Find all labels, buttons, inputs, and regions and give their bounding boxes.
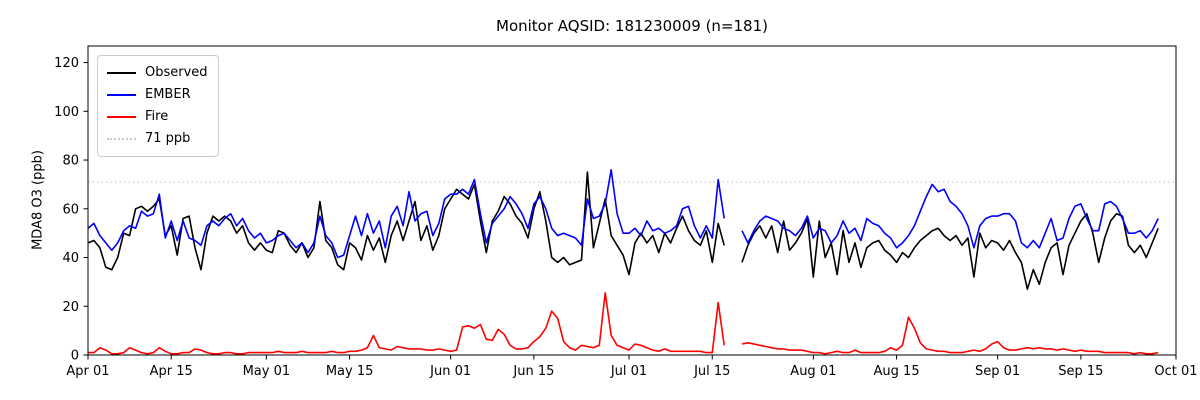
series-fire	[88, 292, 725, 355]
series-fire	[741, 316, 1159, 355]
y-tick-label: 0	[71, 349, 79, 364]
y-tick-label: 120	[54, 56, 79, 71]
ember-line-swatch	[107, 94, 136, 96]
x-tick-label: Jun 15	[512, 364, 554, 379]
x-tick-label: Oct 01	[1154, 364, 1197, 379]
x-tick-label: Aug 01	[790, 364, 836, 379]
x-tick-label: Jul 01	[610, 364, 647, 379]
legend-label-fire: Fire	[145, 109, 169, 124]
y-tick-label: 40	[62, 251, 79, 266]
y-axis-label: MDA8 O3 (ppb)	[30, 150, 46, 250]
legend: Observed EMBER Fire 71 ppb	[97, 55, 219, 157]
legend-item-fire: Fire	[107, 106, 208, 128]
legend-label-threshold: 71 ppb	[145, 131, 191, 146]
x-tick-label: Sep 01	[975, 364, 1020, 379]
legend-item-threshold: 71 ppb	[107, 128, 208, 150]
y-tick-label: 20	[62, 300, 79, 315]
y-tick-label: 100	[54, 105, 79, 120]
legend-item-ember: EMBER	[107, 84, 208, 106]
chart-title: Monitor AQSID: 181230009 (n=181)	[496, 17, 768, 35]
series-observed	[741, 212, 1159, 291]
axes-frame	[87, 45, 1177, 356]
x-tick-label: Jul 15	[693, 364, 730, 379]
y-tick-label: 60	[62, 202, 79, 217]
x-tick-label: Apr 01	[66, 364, 109, 379]
y-tick-label: 80	[62, 154, 79, 169]
x-tick-label: Sep 15	[1058, 364, 1103, 379]
x-tick-label: May 15	[326, 364, 374, 379]
x-tick-label: Jun 01	[429, 364, 471, 379]
x-tick-label: May 01	[243, 364, 291, 379]
fire-line-swatch	[107, 116, 136, 118]
observed-line-swatch	[107, 72, 136, 74]
threshold-line-swatch	[107, 138, 136, 140]
x-tick-label: Apr 15	[150, 364, 193, 379]
legend-label-observed: Observed	[145, 65, 208, 80]
x-tick-label: Aug 15	[874, 364, 920, 379]
series-ember	[87, 169, 725, 259]
series-ember	[741, 183, 1159, 249]
legend-item-observed: Observed	[107, 62, 208, 84]
legend-label-ember: EMBER	[145, 87, 191, 102]
series-observed	[87, 171, 725, 276]
